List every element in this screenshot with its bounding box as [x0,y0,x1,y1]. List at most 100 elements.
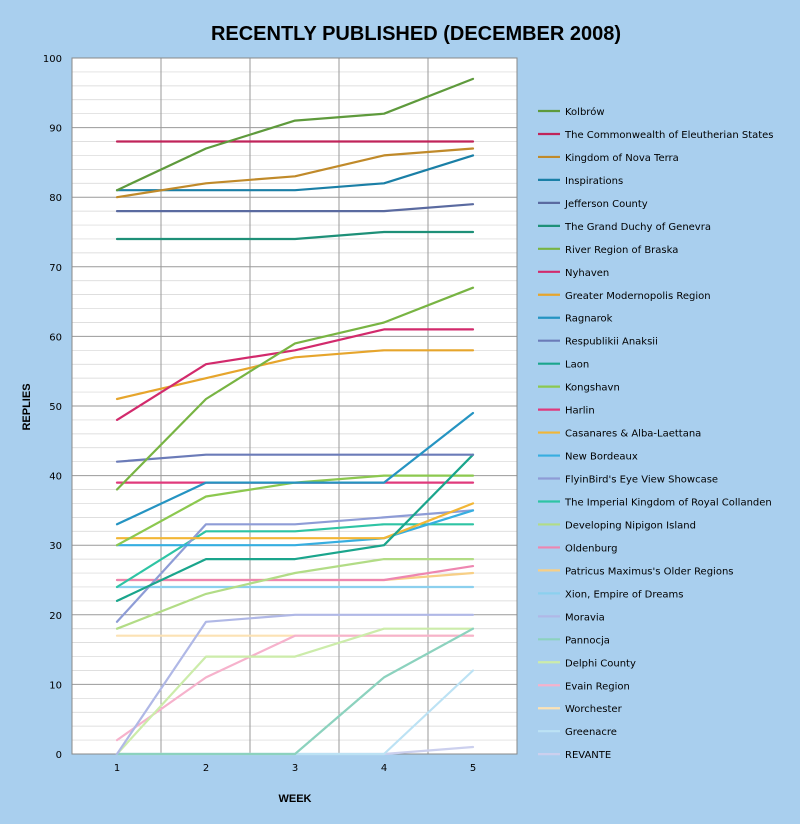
y-tick-label: 10 [49,680,62,691]
y-tick-label: 20 [49,611,62,622]
legend-label: Inspirations [565,176,623,187]
legend-label: The Imperial Kingdom of Royal Collanden [564,497,772,508]
legend-item: Moravia [538,612,605,623]
legend-item: New Bordeaux [538,452,638,463]
legend-item: Delphi County [538,658,636,669]
series-line-12 [115,453,475,603]
series-line-15 [115,502,475,540]
series-line-4 [115,154,475,192]
y-tick-label: 90 [49,124,62,135]
legend-item: Kongshavn [538,383,620,394]
legend-label: Moravia [565,612,605,623]
legend-label: Harlin [565,406,595,417]
series-line-8 [115,328,475,421]
series-line-26 [115,634,475,742]
chart-title: RECENTLY PUBLISHED (DECEMBER 2008) [211,23,621,45]
legend-label: River Region of Braska [565,245,678,256]
legend-label: The Commonwealth of Eleutherian States [564,130,774,141]
legend-label: Patricus Maximus's Older Regions [565,566,734,577]
x-tick-label: 5 [470,763,476,774]
legend-item: Pannocja [538,635,610,646]
legend-item: The Grand Duchy of Genevra [538,222,711,233]
legend-label: Respublikii Anaksii [565,337,658,348]
legend-item: Casanares & Alba-Laettana [538,429,701,440]
legend-item: Patricus Maximus's Older Regions [538,566,734,577]
x-axis-title: WEEK [279,793,312,805]
legend-item: REVANTE [538,750,611,761]
legend-item: Ragnarok [538,314,613,325]
legend-item: Jefferson County [538,199,648,210]
legend-label: Xion, Empire of Dreams [565,589,684,600]
legend-item: FlyinBird's Eye View Showcase [538,475,718,486]
gridlines [71,57,518,755]
legend-item: Harlin [538,406,595,417]
y-tick-label: 30 [49,541,62,552]
x-tick-label: 2 [203,763,209,774]
legend-item: Nyhaven [538,268,609,279]
legend-item: Developing Nipigon Island [538,520,696,531]
legend-label: Laon [565,360,589,371]
legend-label: New Bordeaux [565,452,638,463]
legend-item: Laon [538,360,589,371]
legend-item: Kolbrów [538,106,605,118]
y-tick-label: 50 [49,402,62,413]
series-line-11 [115,453,475,463]
y-axis-title: REPLIES [21,383,33,430]
legend-label: Casanares & Alba-Laettana [565,429,701,440]
series-line-1 [115,77,475,192]
legend-label: Greater Modernopolis Region [565,291,711,302]
y-tick-label: 60 [49,332,62,343]
legend-item: River Region of Braska [538,245,678,256]
legend-item: Greater Modernopolis Region [538,291,711,302]
legend-item: The Imperial Kingdom of Royal Collanden [538,497,772,508]
legend-item: Kingdom of Nova Terra [538,153,679,164]
series-line-6 [115,230,475,241]
series-line-19 [115,557,475,630]
legend-label: Kolbrów [565,106,605,118]
x-tick-label: 4 [381,763,387,774]
series-line-9 [115,349,475,401]
legend-item: Worchester [538,704,623,715]
series-line-25 [115,627,475,756]
y-tick-label: 80 [49,193,62,204]
legend-label: Developing Nipigon Island [565,520,696,531]
series-line-23 [115,613,475,756]
legend-label: Delphi County [565,658,636,669]
legend-item: Oldenburg [538,543,617,554]
legend-item: The Commonwealth of Eleutherian States [538,130,774,141]
y-axis-ticks: 0 10 20 30 40 50 60 70 80 90 100 [43,54,62,761]
legend: Kolbrów The Commonwealth of Eleutherian S… [538,106,774,761]
x-axis-ticks: 1 2 3 4 5 [114,763,476,774]
series-line-16 [115,509,475,547]
x-tick-label: 3 [292,763,298,774]
legend-label: Greenacre [565,727,617,738]
legend-label: Pannocja [565,635,610,646]
series-lines [115,77,475,756]
legend-item: Xion, Empire of Dreams [538,589,684,600]
legend-label: Kongshavn [565,383,620,394]
legend-label: Nyhaven [565,268,609,279]
legend-item: Respublikii Anaksii [538,337,658,348]
legend-label: Jefferson County [564,199,648,210]
legend-label: Ragnarok [565,314,613,325]
y-tick-label: 70 [49,263,62,274]
series-line-3 [115,147,475,199]
y-tick-label: 0 [56,750,62,761]
legend-label: Worchester [565,704,623,715]
legend-label: The Grand Duchy of Genevra [564,222,711,233]
legend-label: Evain Region [565,681,630,692]
legend-label: REVANTE [565,750,611,761]
legend-item: Evain Region [538,681,630,692]
legend-label: FlyinBird's Eye View Showcase [565,475,718,486]
legend-label: Kingdom of Nova Terra [565,153,679,164]
x-tick-label: 1 [114,763,120,774]
series-line-7 [115,286,475,491]
series-line-5 [115,203,475,213]
series-line-20 [115,564,475,582]
legend-item: Greenacre [538,727,617,738]
y-tick-label: 100 [43,54,62,65]
series-line-10 [115,411,475,526]
legend-label: Oldenburg [565,543,617,554]
series-line-18 [115,523,475,589]
